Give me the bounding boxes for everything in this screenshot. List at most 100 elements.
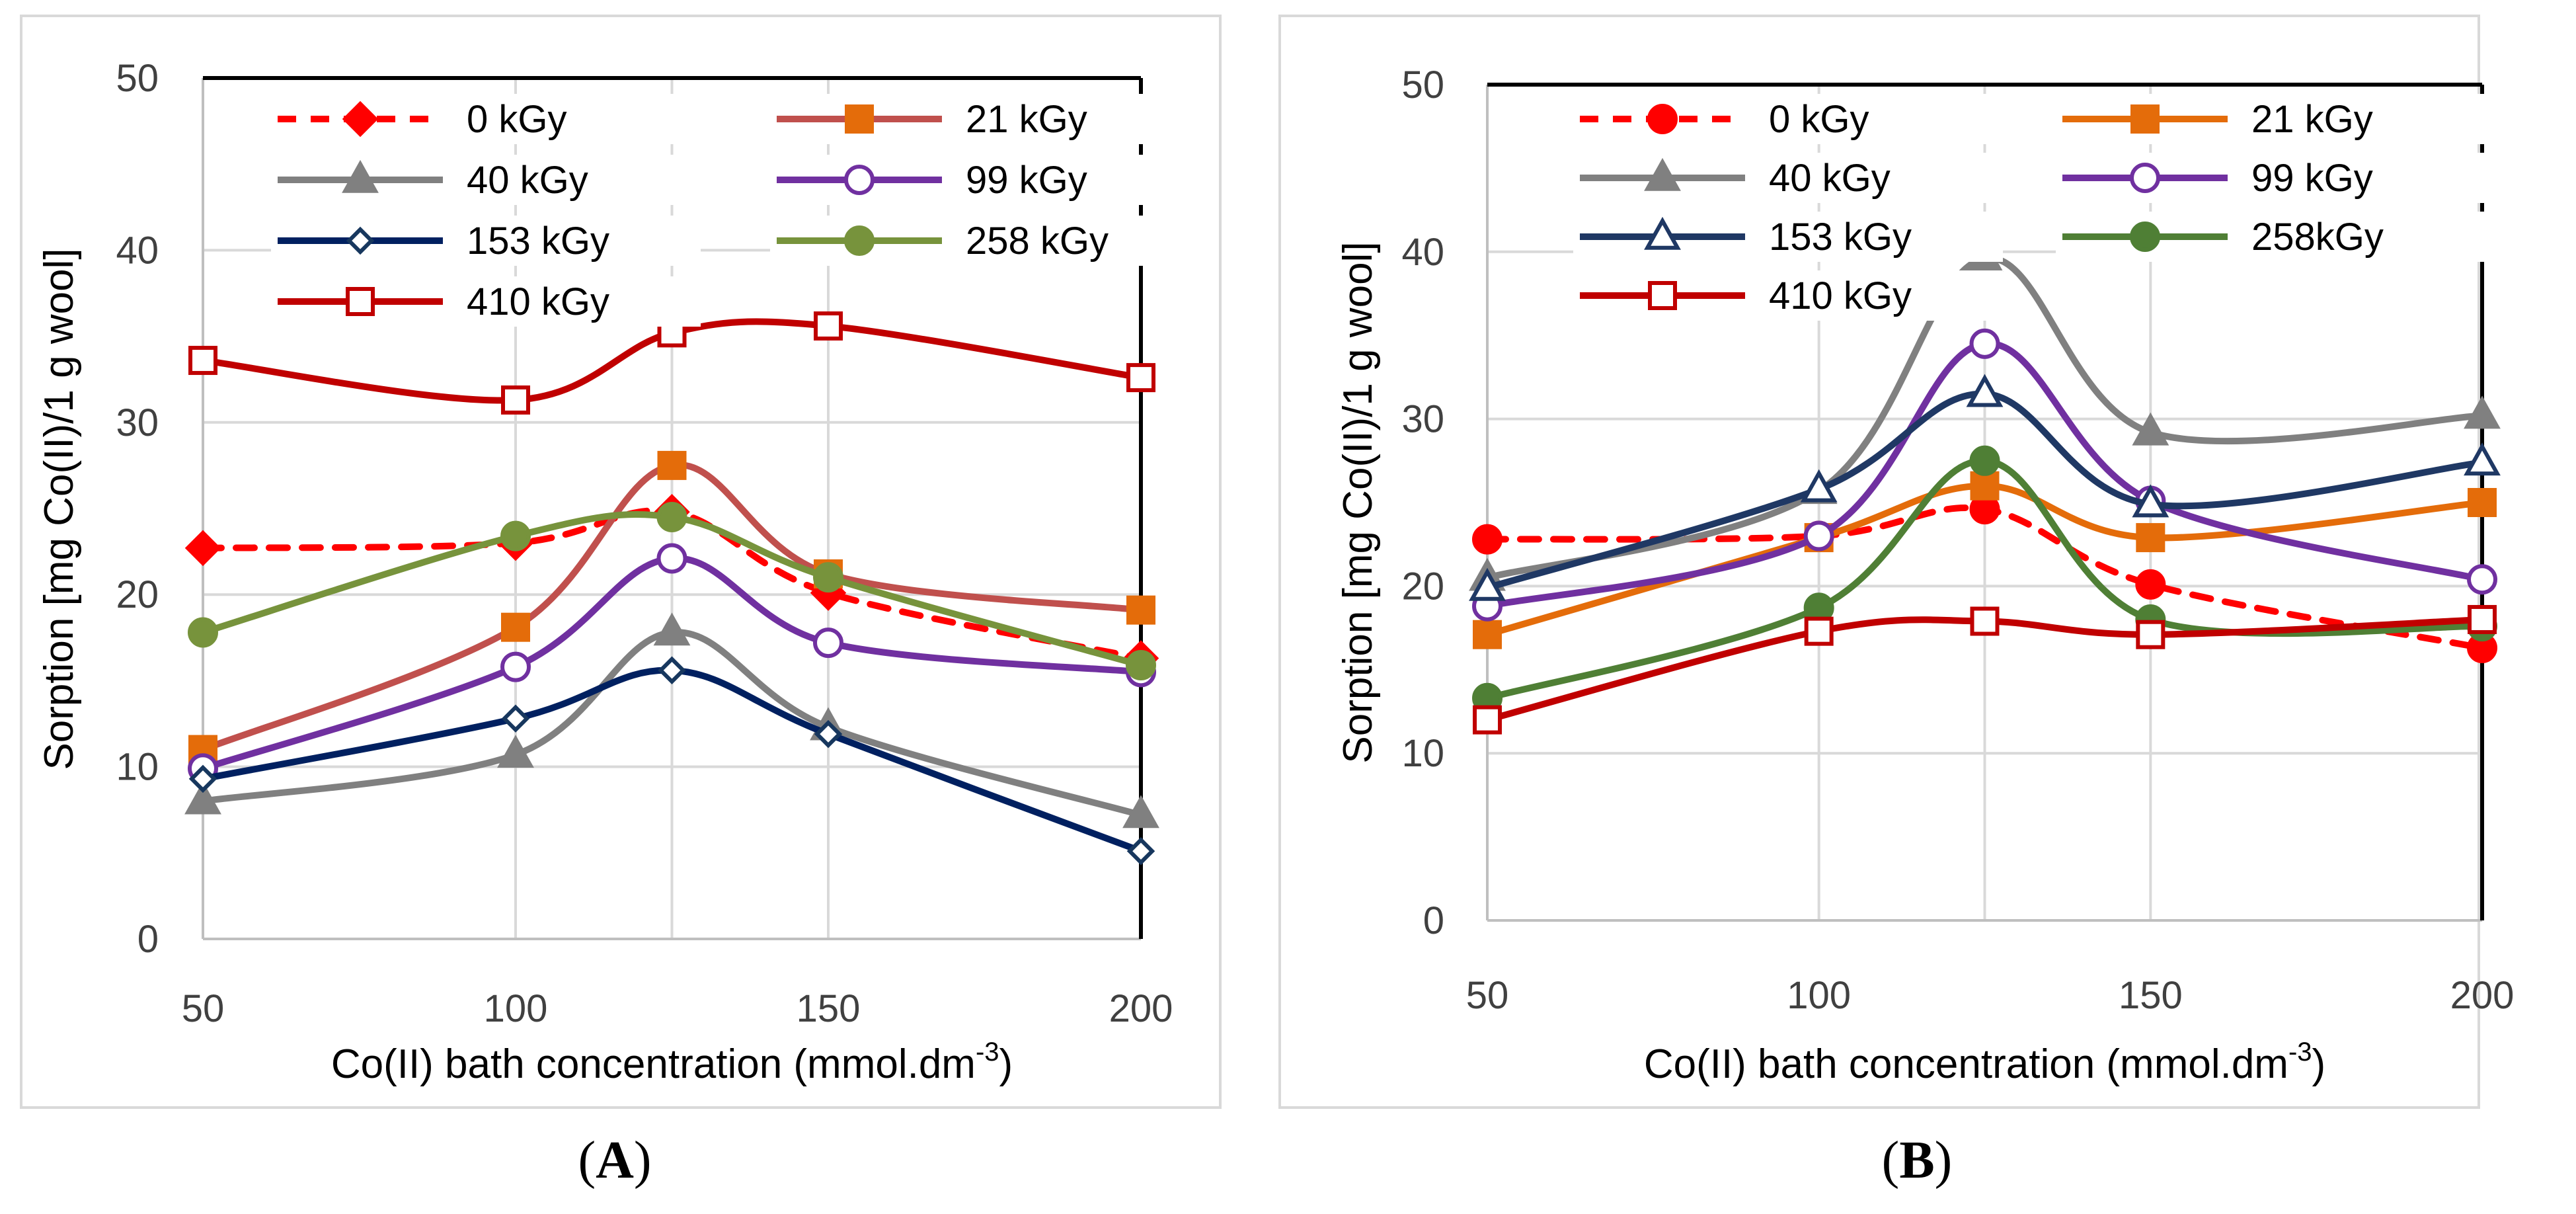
panel-b-legend-entry: 153 kGy (1573, 212, 2003, 262)
panel-b-data-point (2136, 620, 2166, 649)
panel-b-legend-marker (1648, 281, 1677, 310)
panel-b-data-point (2464, 442, 2501, 476)
panel-b-ytick-label: 50 (1401, 63, 1444, 106)
panel-b-xtick-label: 100 (1787, 974, 1851, 1017)
panel-b-data-point (2468, 604, 2497, 634)
panel-b-series-6 (1473, 604, 2497, 735)
panel-a-legend-marker (845, 104, 874, 134)
panel-b-data-point (1969, 328, 2000, 359)
panel-a-ytick-label: 40 (116, 229, 159, 272)
panel-b-legend-entry: 99 kGy (2056, 153, 2485, 203)
panel-a-data-point (814, 311, 843, 341)
panel-a-data-point (188, 346, 217, 376)
panel-b-legend-label: 40 kGy (1769, 157, 1891, 200)
panel-a-data-point (656, 502, 687, 533)
panel-b-data-point (1803, 520, 1834, 551)
panel-a-data-point (500, 651, 531, 682)
panel-a-series-5 (188, 502, 1156, 680)
panel-a-legend-label: 153 kGy (467, 220, 609, 263)
panel-a-data-point (814, 719, 843, 749)
panel-b-data-point (2468, 488, 2497, 517)
panel-a-legend-entry: 99 kGy (770, 155, 1200, 205)
panel-b-data-point (2467, 564, 2497, 595)
panel-a-data-point (1122, 795, 1159, 829)
panel-a-legend-entry: 0 kGy (271, 94, 701, 144)
panel-b-legend-label: 258kGy (2251, 216, 2384, 259)
panel-a-legend-label: 21 kGy (966, 98, 1087, 141)
panel-b-data-point (2132, 484, 2169, 518)
panel-a-legend-marker (342, 159, 379, 193)
panel-a-data-point (657, 450, 687, 480)
panel-a-x-axis-label: Co(II) bath concentration (mmol.dm-3) (331, 1037, 1013, 1087)
panel-a-xtick-label: 50 (182, 987, 225, 1030)
panel-b-legend-entry: 410 kGy (1573, 270, 2003, 321)
panel-a-data-point (1126, 836, 1155, 866)
panel-b-series-4 (1469, 374, 2501, 601)
panel-b-data-point (1970, 606, 2000, 636)
panel-b-caption: (B) (1881, 1131, 1953, 1190)
panel-a-data-point (501, 385, 530, 415)
panel-b-data-point (1472, 524, 1503, 555)
panel-a-legend-marker (346, 287, 375, 316)
panel-a-xtick-label: 200 (1109, 987, 1173, 1030)
panel-a-data-point (188, 764, 217, 793)
panel-b-legend-label: 21 kGy (2251, 98, 2373, 141)
panel-b-chart: 0 10 20 30 40 50 50 100 150 200 Co(II) bath concen… (1335, 63, 2514, 1087)
panel-b-data-point (2136, 523, 2166, 553)
panel-a-data-point (184, 781, 221, 815)
panel-b-legend-entry: 40 kGy (1573, 153, 2003, 203)
panel-b-data-point (2135, 569, 2166, 600)
panel-a-data-point (501, 612, 530, 642)
panel-b-data-point (1469, 567, 1506, 601)
panel-a-data-point (500, 520, 531, 551)
panel-b-xtick-label: 150 (2119, 974, 2183, 1017)
panel-b-xtick-label: 200 (2450, 974, 2515, 1017)
panel-a-data-point (1126, 649, 1156, 680)
panel-b-data-point (1473, 705, 1502, 735)
panel-a-legend-label: 99 kGy (966, 159, 1087, 202)
panel-b-legend-marker (1644, 216, 1681, 250)
panel-a-data-point (658, 656, 686, 685)
panel-b-ytick-label: 10 (1401, 732, 1444, 775)
panel-a-legend-label: 410 kGy (467, 280, 609, 323)
panel-b-ytick-label: 20 (1401, 565, 1444, 608)
panel-a-ytick-label: 50 (116, 57, 159, 100)
panel-a-legend-entry: 410 kGy (271, 276, 701, 327)
panel-b-data-point (1473, 620, 1502, 649)
panel-a-series-6 (188, 311, 1155, 415)
panel-b-ytick-label: 40 (1401, 231, 1444, 274)
panel-a-data-point (188, 617, 218, 648)
panel-b-legend-marker (1644, 157, 1681, 191)
panel-b-xtick-label: 50 (1466, 974, 1509, 1017)
panel-b-y-axis-label: Sorption [mg Co(II)/1 g wool] (1335, 241, 1381, 763)
panel-b-ytick-label: 30 (1401, 398, 1444, 441)
panel-a-data-point (501, 704, 530, 733)
panel-a-legend-marker (346, 226, 375, 255)
panel-b-legend-entry: 258kGy (2056, 212, 2485, 262)
panel-a-chart: 0 10 20 30 40 50 50 100 150 200 Co(II) bath concen… (36, 57, 1200, 1087)
panel-b-legend-marker (2130, 104, 2160, 134)
panel-a-legend-marker (844, 165, 875, 195)
panel-a-data-point (813, 562, 843, 593)
panel-a-legend-marker (844, 225, 875, 256)
panel-a-ytick-label: 10 (116, 746, 159, 789)
panel-b-data-point (1804, 616, 1834, 646)
panel-a-legend-entry: 258 kGy (770, 216, 1200, 266)
panel-a-data-point (653, 612, 691, 646)
panel-a-legend-label: 40 kGy (467, 159, 588, 202)
panel-b-legend-label: 99 kGy (2251, 157, 2373, 200)
panel-b-data-point (1800, 469, 1838, 503)
panel-b-data-point (2132, 412, 2169, 446)
panel-b-legend-marker (2130, 163, 2160, 193)
panel-a-data-point (1126, 363, 1155, 393)
panel-b-data-point (1969, 445, 2000, 476)
panel-a-legend-entry: 21 kGy (770, 94, 1200, 144)
panel-b-data-point (1970, 471, 2000, 501)
panel-a-data-point (497, 735, 534, 768)
panel-b-legend-label: 153 kGy (1769, 216, 1912, 259)
panel-a-data-point (656, 543, 687, 574)
panel-a-series-2 (184, 612, 1159, 829)
panel-a-caption: (A) (578, 1131, 652, 1190)
panel-a-legend-label: 258 kGy (966, 220, 1109, 263)
